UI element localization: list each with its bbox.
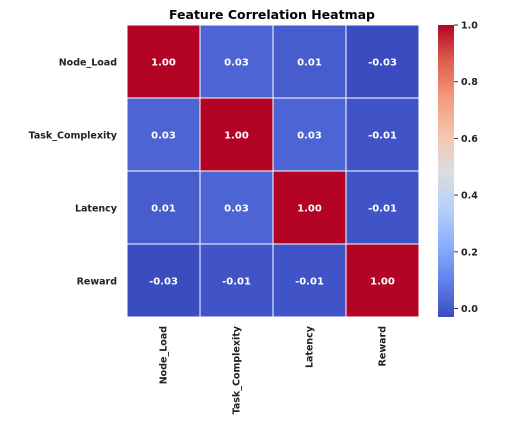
heatmap-cell-Node_Load-Reward: [345, 24, 420, 99]
heatmap-cell-Node_Load-Node_Load: [126, 24, 201, 99]
cell-value-label: 0.01: [297, 58, 322, 69]
heatmap-cells: [126, 24, 420, 318]
colorbar-tick-label: 0.2: [461, 247, 478, 258]
row-label-Latency: Latency: [75, 204, 118, 215]
cell-value-label: -0.03: [368, 58, 397, 69]
colorbar-tick-label: 0.4: [461, 191, 478, 202]
cell-value-label: 1.00: [370, 277, 395, 288]
heatmap-cell-Reward-Task_Complexity: [199, 243, 274, 318]
cell-value-label: 1.00: [151, 58, 176, 69]
column-labels: Node_Load Task_Complexity Latency Reward: [159, 325, 389, 414]
heatmap-cell-Node_Load-Task_Complexity: [199, 24, 274, 99]
row-labels: Node_Load Task_Complexity Latency Reward: [29, 58, 118, 288]
row-label-Node_Load: Node_Load: [59, 58, 117, 69]
cell-value-label: 0.03: [151, 131, 176, 142]
heatmap-cell-Node_Load-Latency: [272, 24, 347, 99]
cell-value-label: 1.00: [297, 204, 322, 215]
heatmap-cell-Reward-Reward: [345, 243, 420, 318]
colorbar-tick-label: 0.6: [461, 134, 478, 145]
cell-value-label: 0.03: [224, 204, 249, 215]
heatmap-cell-Latency-Task_Complexity: [199, 170, 274, 245]
cell-value-label: -0.03: [149, 277, 178, 288]
cell-value-label: -0.01: [368, 131, 397, 142]
chart-title: Feature Correlation Heatmap: [169, 7, 375, 22]
cell-value-label: 1.00: [224, 131, 249, 142]
column-label-Task_Complexity: Task_Complexity: [232, 325, 243, 414]
cell-value-label: -0.01: [295, 277, 324, 288]
colorbar-tick-label: 0.8: [461, 77, 478, 88]
column-label-Latency: Latency: [305, 325, 316, 368]
cell-value-label: 0.03: [297, 131, 322, 142]
cell-value-label: -0.01: [368, 204, 397, 215]
heatmap-cell-Latency-Reward: [345, 170, 420, 245]
colorbar-gradient: [438, 25, 454, 317]
cell-value-label: 0.03: [224, 58, 249, 69]
row-label-Reward: Reward: [77, 277, 117, 288]
colorbar-tick-label: 0.0: [461, 304, 478, 315]
heatmap-cell-Reward-Node_Load: [126, 243, 201, 318]
heatmap-cell-Task_Complexity-Reward: [345, 97, 420, 172]
row-label-Task_Complexity: Task_Complexity: [29, 131, 118, 142]
cell-value-label: -0.01: [222, 277, 251, 288]
cell-value-label: 0.01: [151, 204, 176, 215]
colorbar-tick-label: 1.0: [461, 21, 478, 32]
heatmap-cell-labels: 1.00 0.03 0.01 -0.03 0.03 1.00 0.03 -0.01 0.01 0.…: [149, 58, 397, 288]
column-label-Node_Load: Node_Load: [159, 326, 170, 384]
heatmap-cell-Task_Complexity-Task_Complexity: [199, 97, 274, 172]
heatmap-cell-Task_Complexity-Node_Load: [126, 97, 201, 172]
column-label-Reward: Reward: [378, 326, 389, 366]
colorbar: 0.0 0.2 0.4 0.6 0.8 1.0: [438, 21, 478, 317]
